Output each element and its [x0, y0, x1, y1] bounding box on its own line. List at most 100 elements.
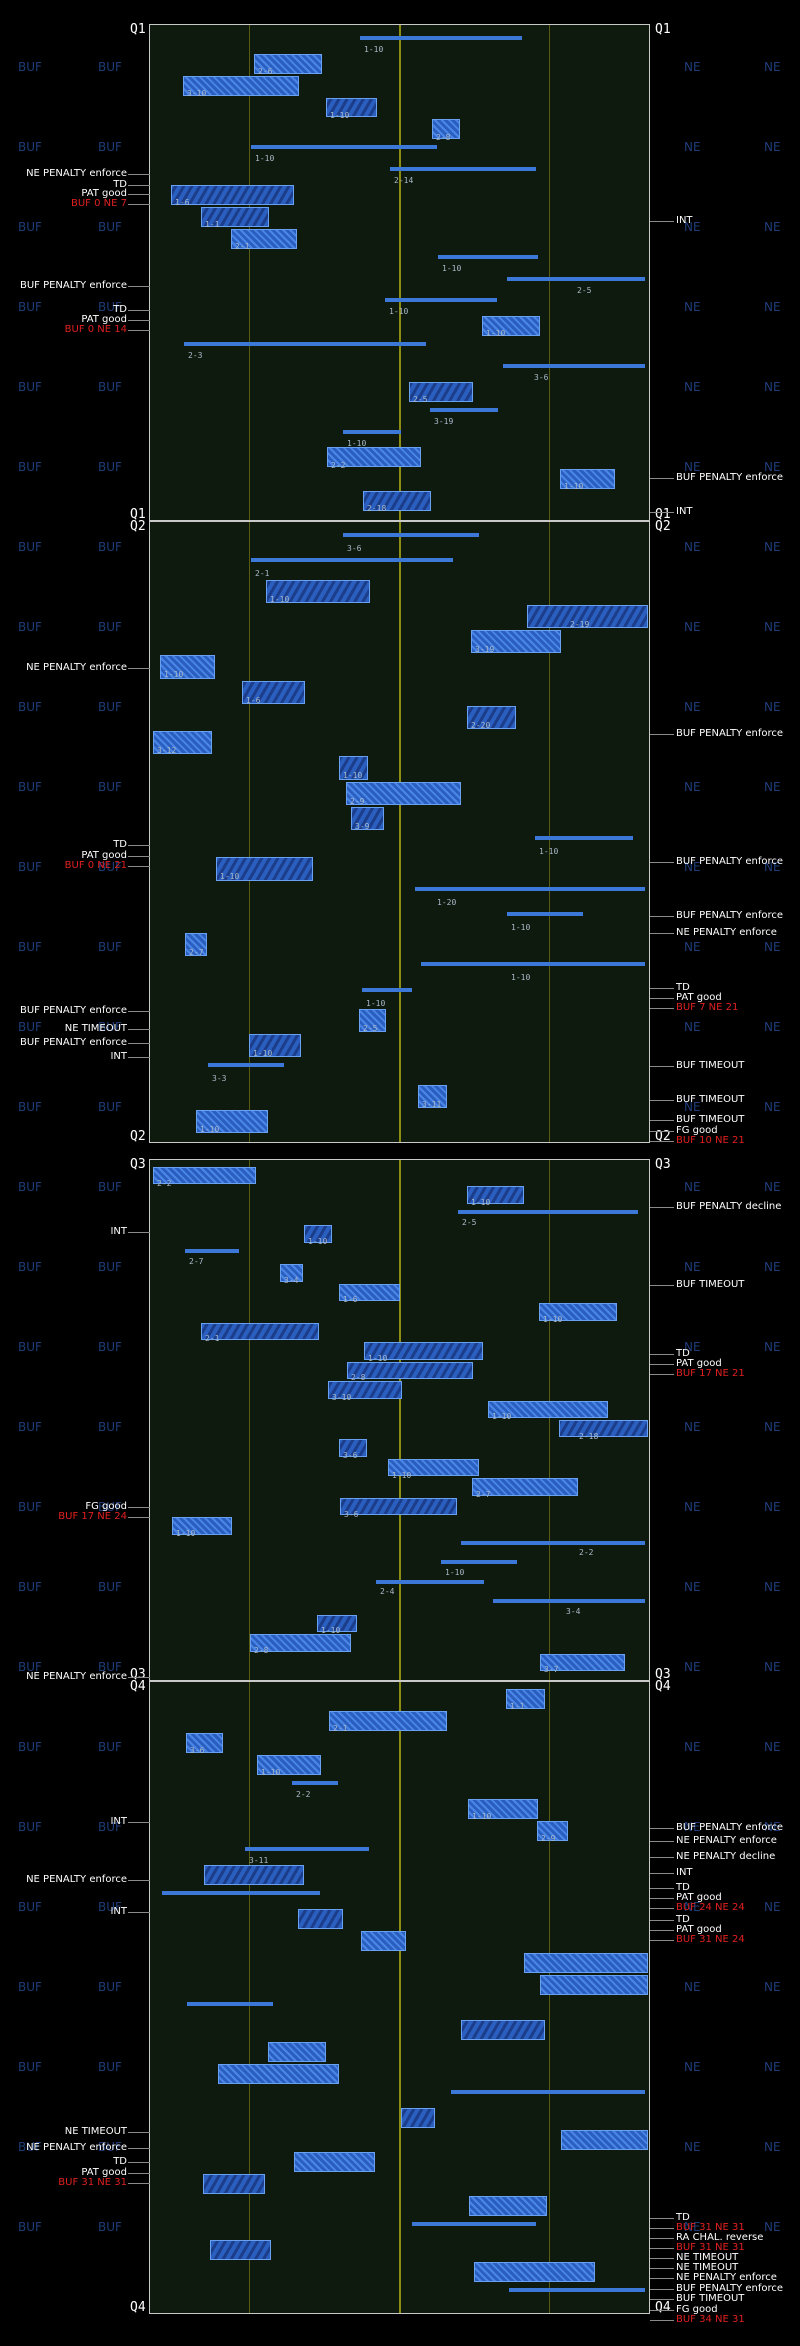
down-label: 2-19 — [570, 619, 590, 629]
quarter-label: Q3 — [130, 1157, 146, 1172]
ne-bg-label: NE — [764, 380, 781, 394]
leader-line — [650, 988, 674, 989]
down-label: 2-8 — [254, 1645, 269, 1655]
quarter-label: Q1 — [130, 22, 146, 37]
leader-line — [650, 1898, 674, 1899]
run-block — [304, 1225, 332, 1243]
buf-bg-label: BUF — [98, 380, 122, 394]
down-label: 1-6 — [246, 695, 261, 705]
ne-bg-label: NE — [764, 540, 781, 554]
pass-bar — [461, 1540, 645, 1545]
buf-bg-label: BUF — [18, 1740, 42, 1754]
down-label: 3-6 — [343, 1451, 358, 1461]
buf-bg-label: BUF — [18, 1020, 42, 1034]
event-label-left: BUF 0 NE 21 — [64, 860, 127, 871]
run-block — [339, 1283, 400, 1302]
down-label: 1-6 — [175, 198, 190, 208]
leader-line — [650, 916, 674, 917]
event-label-right: NE TIMEOUT — [676, 2262, 739, 2273]
event-label-left: TD — [113, 2156, 127, 2167]
ne-bg-label: NE — [764, 1180, 781, 1194]
buf-bg-label: BUF — [98, 1420, 122, 1434]
buf-bg-label: BUF — [18, 1340, 42, 1354]
buf-bg-label: BUF — [18, 2140, 42, 2154]
leader-line — [650, 1888, 674, 1889]
event-label-right: BUF 7 NE 21 — [676, 1002, 739, 1013]
down-label: 3-6 — [190, 1746, 205, 1756]
event-label-left: NE TIMEOUT — [64, 2126, 127, 2137]
event-label-right: BUF TIMEOUT — [676, 1060, 745, 1071]
ne-bg-label: NE — [764, 860, 781, 874]
ne-bg-label: NE — [684, 2220, 701, 2234]
run-block — [482, 316, 540, 337]
pass-bar — [451, 2089, 645, 2094]
down-label: 1-10 — [511, 973, 531, 983]
run-block — [359, 1008, 386, 1032]
event-label-right: TD — [676, 1348, 690, 1359]
leader-line — [650, 2228, 674, 2229]
ne-bg-label: NE — [684, 1900, 701, 1914]
event-label-right: NE PENALTY enforce — [676, 1835, 777, 1846]
midfield-line — [399, 522, 401, 1142]
quarter-panel-1 — [149, 24, 650, 521]
buf-bg-label: BUF — [98, 540, 122, 554]
buf-bg-label: BUF — [98, 220, 122, 234]
run-block — [527, 604, 648, 628]
down-label: 2-7 — [189, 1256, 204, 1266]
pass-bar — [343, 533, 479, 537]
pass-bar — [390, 167, 536, 172]
down-label: 3-19 — [434, 416, 454, 426]
down-label: 3-9 — [355, 821, 370, 831]
down-label: 3-19 — [475, 645, 495, 655]
ne-bg-label: NE — [764, 140, 781, 154]
buf-bg-label: BUF — [18, 540, 42, 554]
event-label-left: PAT good — [81, 850, 127, 861]
pass-bar — [251, 145, 437, 150]
ne-bg-label: NE — [684, 1980, 701, 1994]
leader-line — [128, 866, 150, 867]
down-label: 1-6 — [343, 1295, 358, 1305]
event-label-left: INT — [110, 1051, 127, 1062]
down-label: 2-1 — [235, 241, 250, 251]
buf-bg-label: BUF — [98, 1740, 122, 1754]
buf-bg-label: BUF — [98, 1660, 122, 1674]
event-label-left: BUF PENALTY enforce — [19, 1037, 127, 1048]
down-label: 1-10 — [442, 263, 462, 273]
leader-line — [128, 194, 150, 195]
ne-bg-label: NE — [684, 940, 701, 954]
down-label: 2-2 — [579, 1548, 594, 1558]
leader-line — [650, 862, 674, 863]
down-label: 2-3 — [188, 351, 203, 361]
run-block — [469, 2195, 547, 2216]
ne-bg-label: NE — [684, 1020, 701, 1034]
down-label: 1-10 — [164, 670, 184, 680]
run-block — [280, 1264, 303, 1282]
buf-bg-label: BUF — [18, 620, 42, 634]
down-label: 1-10 — [492, 1412, 512, 1422]
run-block — [231, 228, 297, 249]
down-label: 3-7 — [544, 1665, 559, 1675]
event-label-left: BUF 0 NE 14 — [64, 324, 127, 335]
event-label-right: BUF PENALTY enforce — [676, 1822, 784, 1833]
event-label-right: BUF 24 NE 24 — [676, 1902, 745, 1913]
leader-line — [128, 286, 150, 287]
leader-line — [650, 1131, 674, 1132]
run-block — [467, 705, 516, 729]
leader-line — [650, 1008, 674, 1009]
event-label-right: BUF TIMEOUT — [676, 1094, 745, 1105]
down-label: 1-10 — [270, 594, 290, 604]
down-label: 3-3 — [212, 1074, 227, 1084]
event-label-left: PAT good — [81, 188, 127, 199]
ne-bg-label: NE — [684, 620, 701, 634]
ne-bg-label: NE — [764, 1660, 781, 1674]
event-label-left: INT — [110, 1226, 127, 1237]
leader-line — [128, 310, 150, 311]
buf-bg-label: BUF — [18, 780, 42, 794]
ne-bg-label: NE — [684, 540, 701, 554]
quarter-panel-4 — [149, 1681, 650, 2314]
event-label-right: NE PENALTY decline — [676, 1851, 776, 1862]
buf-bg-label: BUF — [18, 1180, 42, 1194]
ne-bg-label: NE — [684, 1180, 701, 1194]
leader-line — [650, 1100, 674, 1101]
